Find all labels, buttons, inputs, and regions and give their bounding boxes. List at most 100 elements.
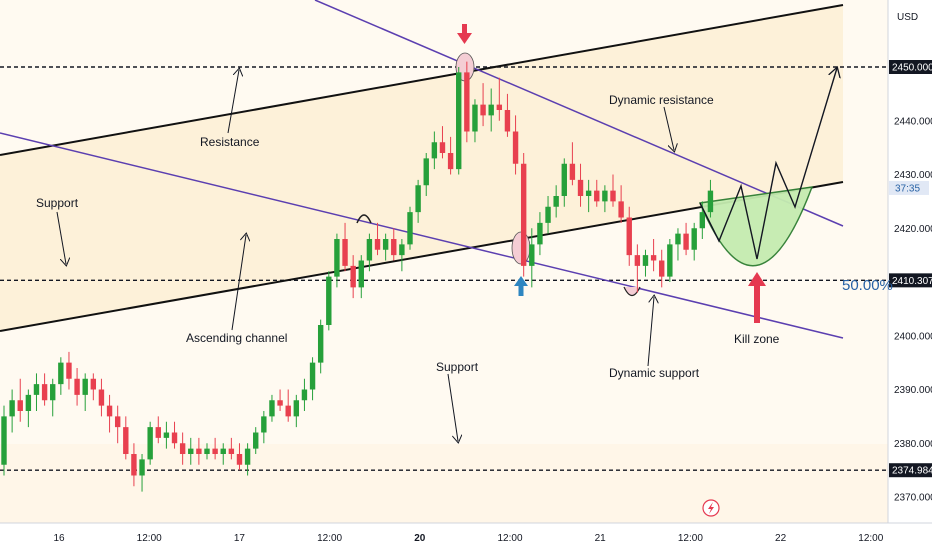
candle-body[interactable] xyxy=(545,206,551,223)
candle-body[interactable] xyxy=(196,448,202,454)
dynamic-resistance-line[interactable] xyxy=(314,0,844,227)
candle-body[interactable] xyxy=(464,72,470,132)
candle-body[interactable] xyxy=(285,405,291,417)
candle-body[interactable] xyxy=(90,378,97,390)
tradingview-flash-icon[interactable] xyxy=(702,499,720,517)
candle-body[interactable] xyxy=(699,212,706,229)
candle-body[interactable] xyxy=(602,190,608,202)
dip-marker xyxy=(623,286,641,297)
candle-body[interactable] xyxy=(553,196,559,207)
time-ticks: 16 12:00 17 12:00 20 12:00 21 12:00 22 12:00 xyxy=(53,533,883,544)
candle-body[interactable] xyxy=(123,427,129,454)
candle-body[interactable] xyxy=(139,459,145,476)
candle-body[interactable] xyxy=(683,233,689,250)
candle-body[interactable] xyxy=(277,400,283,406)
candle-body[interactable] xyxy=(179,443,186,454)
candle-body[interactable] xyxy=(326,276,332,325)
candle-body[interactable] xyxy=(236,454,243,465)
candle-body[interactable] xyxy=(171,432,178,444)
candle-body[interactable] xyxy=(529,244,535,266)
candle-body[interactable] xyxy=(431,142,438,159)
candle-body[interactable] xyxy=(253,432,259,449)
candle-body[interactable] xyxy=(106,405,113,417)
candle-body[interactable] xyxy=(25,394,32,411)
candle-body[interactable] xyxy=(659,260,665,277)
candle-body[interactable] xyxy=(366,239,373,261)
candle-body[interactable] xyxy=(293,400,300,417)
candle-body[interactable] xyxy=(317,325,324,363)
candle-body[interactable] xyxy=(512,131,519,164)
candle-body[interactable] xyxy=(439,142,446,153)
candle-body[interactable] xyxy=(358,260,364,288)
time-tick-label: 20 xyxy=(414,533,426,544)
candle-body[interactable] xyxy=(269,400,275,417)
candle-body[interactable] xyxy=(626,217,632,256)
candle-body[interactable] xyxy=(9,400,15,417)
candle-body[interactable] xyxy=(667,244,673,277)
candle-body[interactable] xyxy=(650,255,657,261)
candle-body[interactable] xyxy=(33,384,40,395)
candle-body[interactable] xyxy=(147,427,153,460)
candle-body[interactable] xyxy=(74,378,80,395)
dynamic-support-line[interactable] xyxy=(0,132,844,339)
candle-body[interactable] xyxy=(309,362,316,390)
candle-body[interactable] xyxy=(610,190,616,202)
candle-body[interactable] xyxy=(82,378,88,395)
candle-body[interactable] xyxy=(342,239,348,266)
candle-body[interactable] xyxy=(569,163,576,180)
candle-body[interactable] xyxy=(204,448,210,454)
projection-path[interactable] xyxy=(699,68,837,260)
candle-body[interactable] xyxy=(594,190,600,202)
channel-upper-line[interactable] xyxy=(0,4,844,156)
candle-body[interactable] xyxy=(577,179,584,196)
candle-body[interactable] xyxy=(504,110,511,132)
candle-body[interactable] xyxy=(415,185,421,213)
candle-body[interactable] xyxy=(301,389,308,401)
candle-body[interactable] xyxy=(1,416,7,465)
candle-body[interactable] xyxy=(163,432,170,438)
candle-body[interactable] xyxy=(17,400,23,411)
candle-body[interactable] xyxy=(382,239,389,250)
candle-body[interactable] xyxy=(407,212,413,245)
candle-body[interactable] xyxy=(488,104,494,116)
candle-body[interactable] xyxy=(50,384,56,401)
candle-body[interactable] xyxy=(41,384,48,401)
candle-body[interactable] xyxy=(131,454,137,476)
candle-body[interactable] xyxy=(447,153,454,170)
candle-body[interactable] xyxy=(585,190,592,196)
candle-body[interactable] xyxy=(618,201,624,218)
candle-body[interactable] xyxy=(188,448,194,454)
candle-body[interactable] xyxy=(228,448,235,454)
candle-body[interactable] xyxy=(642,255,649,266)
candle-body[interactable] xyxy=(496,104,503,110)
candle-body[interactable] xyxy=(520,163,527,266)
candle-body[interactable] xyxy=(212,448,218,454)
candle-body[interactable] xyxy=(399,244,405,256)
candle-body[interactable] xyxy=(374,239,381,250)
candle-body[interactable] xyxy=(480,104,486,116)
candle-body[interactable] xyxy=(220,448,226,454)
candle-body[interactable] xyxy=(675,233,681,245)
candle-body[interactable] xyxy=(537,222,543,245)
candle-body[interactable] xyxy=(472,104,478,132)
candle-body[interactable] xyxy=(350,265,356,288)
candle-body[interactable] xyxy=(634,255,641,266)
candle-body[interactable] xyxy=(334,239,340,277)
candle-body[interactable] xyxy=(423,158,429,186)
candle-body[interactable] xyxy=(155,427,161,438)
candle-body[interactable] xyxy=(66,362,72,379)
candle-body[interactable] xyxy=(98,389,105,406)
candle-body[interactable] xyxy=(391,239,397,256)
candle-body[interactable] xyxy=(691,228,697,250)
bottom-up-arrow xyxy=(514,276,528,296)
candle-body[interactable] xyxy=(261,416,267,433)
candle-body[interactable] xyxy=(561,163,567,196)
candle-body[interactable] xyxy=(456,72,462,170)
candle-body[interactable] xyxy=(114,416,121,428)
candle-body[interactable] xyxy=(707,190,714,213)
candle-body[interactable] xyxy=(58,362,64,385)
label-resistance: Resistance xyxy=(200,135,260,149)
candle-body[interactable] xyxy=(244,448,251,465)
